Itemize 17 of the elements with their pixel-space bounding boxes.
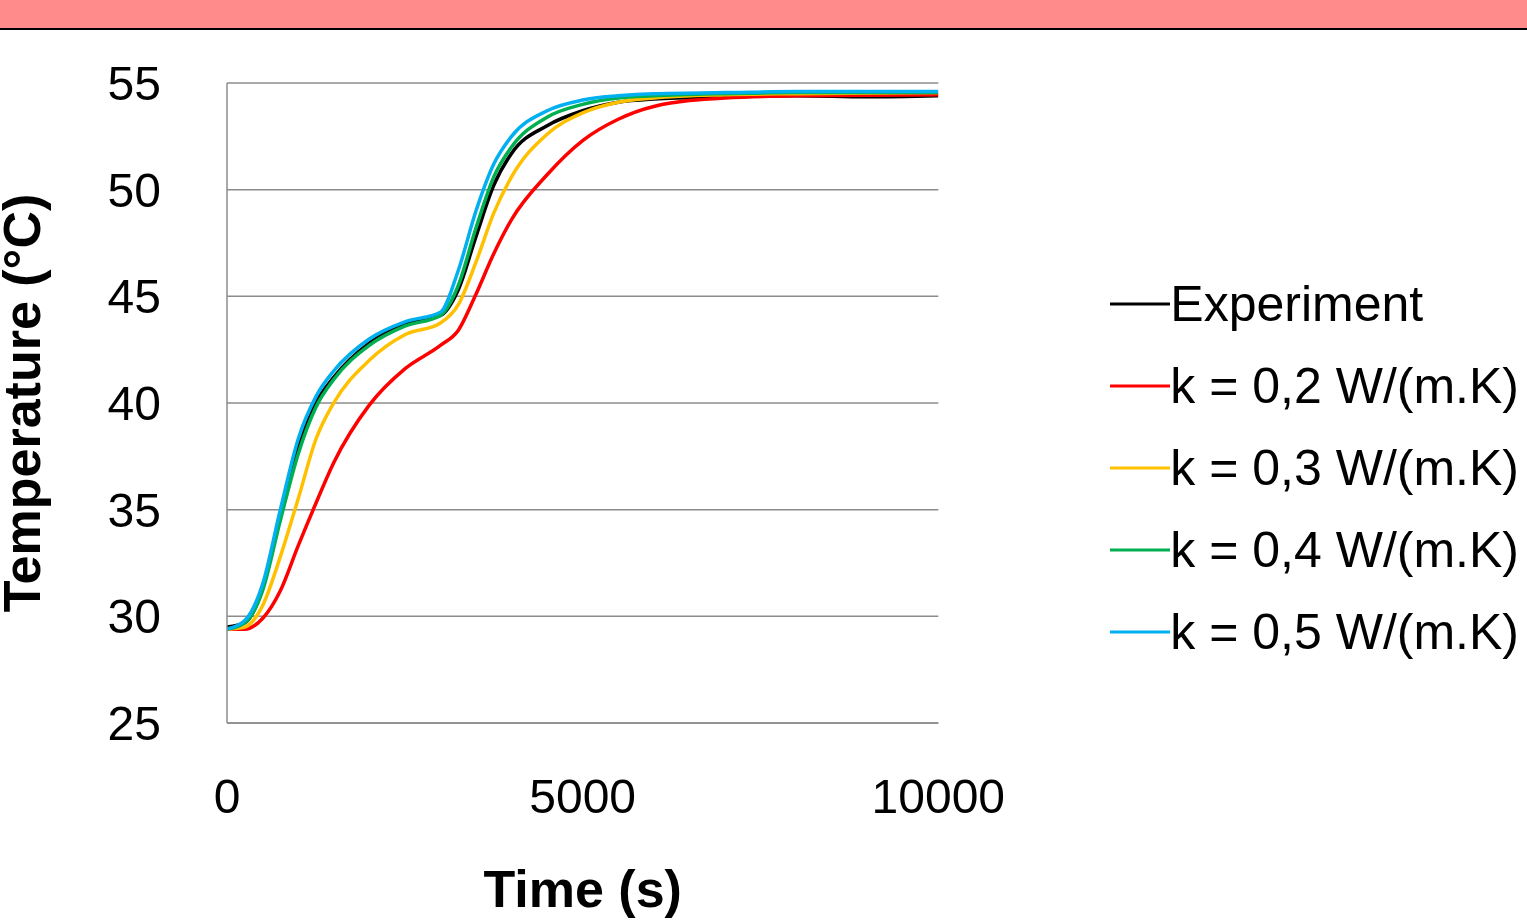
legend-label: k = 0,5 W/(m.K)	[1170, 603, 1519, 661]
y-axis-title: Temperature (°C)	[0, 193, 52, 613]
x-tick-label: 5000	[529, 770, 637, 824]
y-tick-label: 35	[107, 483, 161, 537]
y-tick-label: 50	[107, 163, 161, 217]
legend-label: k = 0,3 W/(m.K)	[1170, 439, 1519, 497]
x-axis-title: Time (s)	[483, 860, 682, 918]
y-tick-label: 30	[107, 590, 161, 644]
y-tick-label: 40	[107, 377, 161, 431]
y-tick-label: 45	[107, 270, 161, 324]
y-tick-label: 25	[107, 697, 161, 751]
y-tick-label: 55	[107, 57, 161, 111]
legend-label: Experiment	[1170, 275, 1424, 333]
legend-label: k = 0,2 W/(m.K)	[1170, 357, 1519, 415]
legend-label: k = 0,4 W/(m.K)	[1170, 521, 1519, 579]
x-tick-label: 10000	[871, 770, 1006, 824]
x-tick-label: 0	[213, 770, 241, 824]
